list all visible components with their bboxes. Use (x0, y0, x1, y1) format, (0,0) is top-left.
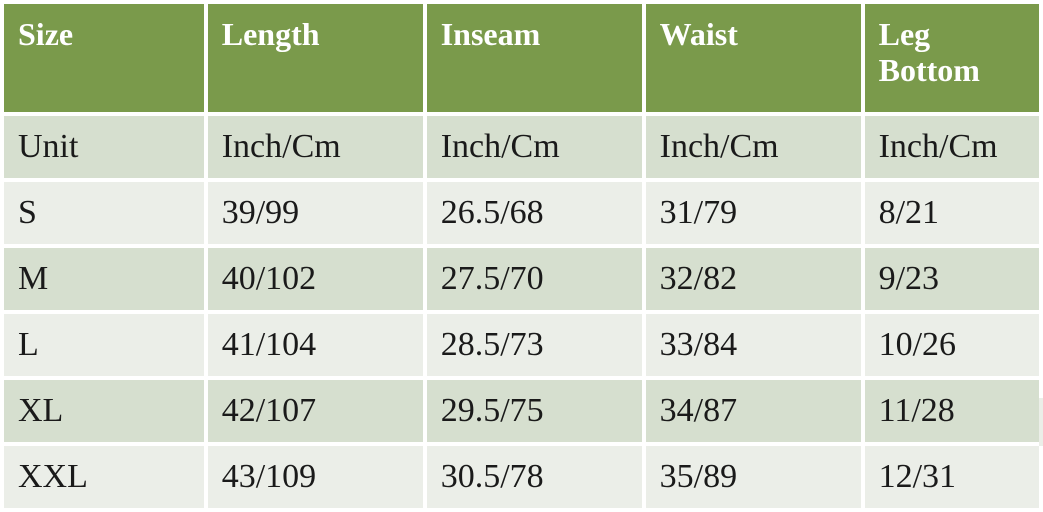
header-cell-length: Length (207, 4, 423, 112)
table-cell: 32/82 (645, 248, 861, 310)
table-cell: XXL (4, 446, 204, 508)
table-row-l: L 41/104 28.5/73 33/84 10/26 (4, 314, 1039, 376)
table-cell: 30.5/78 (426, 446, 642, 508)
table-row-xl: XL 42/107 29.5/75 34/87 11/28 (4, 380, 1039, 442)
table-cell: 35/89 (645, 446, 861, 508)
table-cell: 11/28 (864, 380, 1039, 442)
table-cell: 40/102 (207, 248, 423, 310)
table-cell: Inch/Cm (864, 116, 1039, 178)
table-cell: Inch/Cm (645, 116, 861, 178)
table-cell: 33/84 (645, 314, 861, 376)
table-cell: 29.5/75 (426, 380, 642, 442)
table-cell: 26.5/68 (426, 182, 642, 244)
header-row: Size Length Inseam Waist Leg Bottom (4, 4, 1039, 112)
table-cell: 39/99 (207, 182, 423, 244)
table-cell: 41/104 (207, 314, 423, 376)
table-row-m: M 40/102 27.5/70 32/82 9/23 (4, 248, 1039, 310)
table-cell: 34/87 (645, 380, 861, 442)
table-cell: 31/79 (645, 182, 861, 244)
table-cell: M (4, 248, 204, 310)
table-cell: 9/23 (864, 248, 1039, 310)
table-cell: 12/31 (864, 446, 1039, 508)
table-cell: S (4, 182, 204, 244)
header-cell-leg-bottom: Leg Bottom (864, 4, 1039, 112)
table-cell: Unit (4, 116, 204, 178)
table-cell: XL (4, 380, 204, 442)
table-cell: 8/21 (864, 182, 1039, 244)
table-cell: Inch/Cm (426, 116, 642, 178)
table-row-s: S 39/99 26.5/68 31/79 8/21 (4, 182, 1039, 244)
table-row-xxl: XXL 43/109 30.5/78 35/89 12/31 (4, 446, 1039, 508)
table-cell: 43/109 (207, 446, 423, 508)
decorative-edge (1039, 398, 1043, 446)
table-cell: 10/26 (864, 314, 1039, 376)
header-cell-size: Size (4, 4, 204, 112)
table-cell: Inch/Cm (207, 116, 423, 178)
header-cell-waist: Waist (645, 4, 861, 112)
table-row-unit: Unit Inch/Cm Inch/Cm Inch/Cm Inch/Cm (4, 116, 1039, 178)
table-cell: 42/107 (207, 380, 423, 442)
table-cell: 28.5/73 (426, 314, 642, 376)
table-cell: L (4, 314, 204, 376)
table-cell: 27.5/70 (426, 248, 642, 310)
header-cell-inseam: Inseam (426, 4, 642, 112)
